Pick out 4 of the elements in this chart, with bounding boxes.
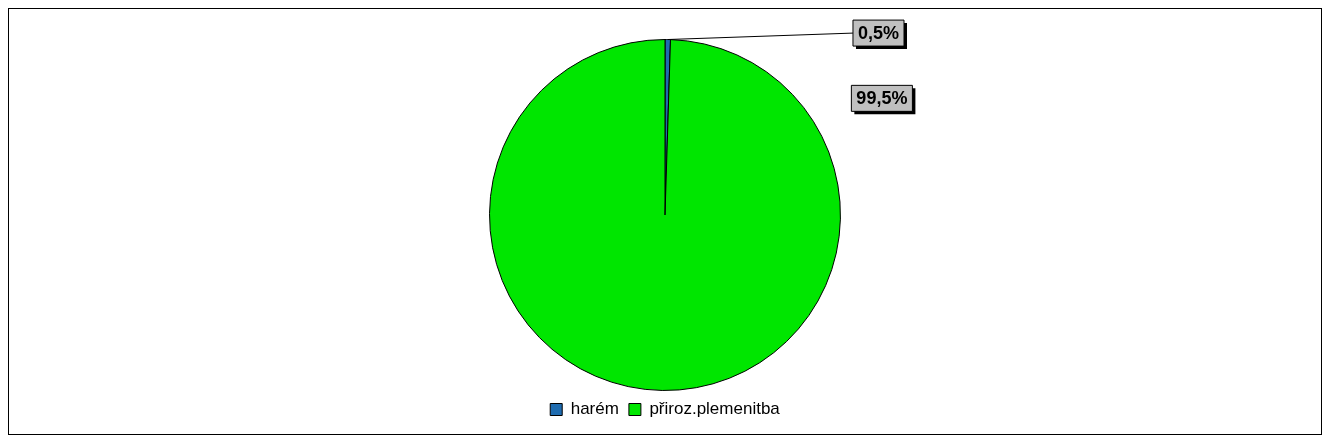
legend-label: přiroz.plemenitba [649,399,781,419]
data-label: 0,5% [857,23,899,44]
data-label: 99,5% [856,88,908,109]
legend-label: harém [570,399,619,419]
